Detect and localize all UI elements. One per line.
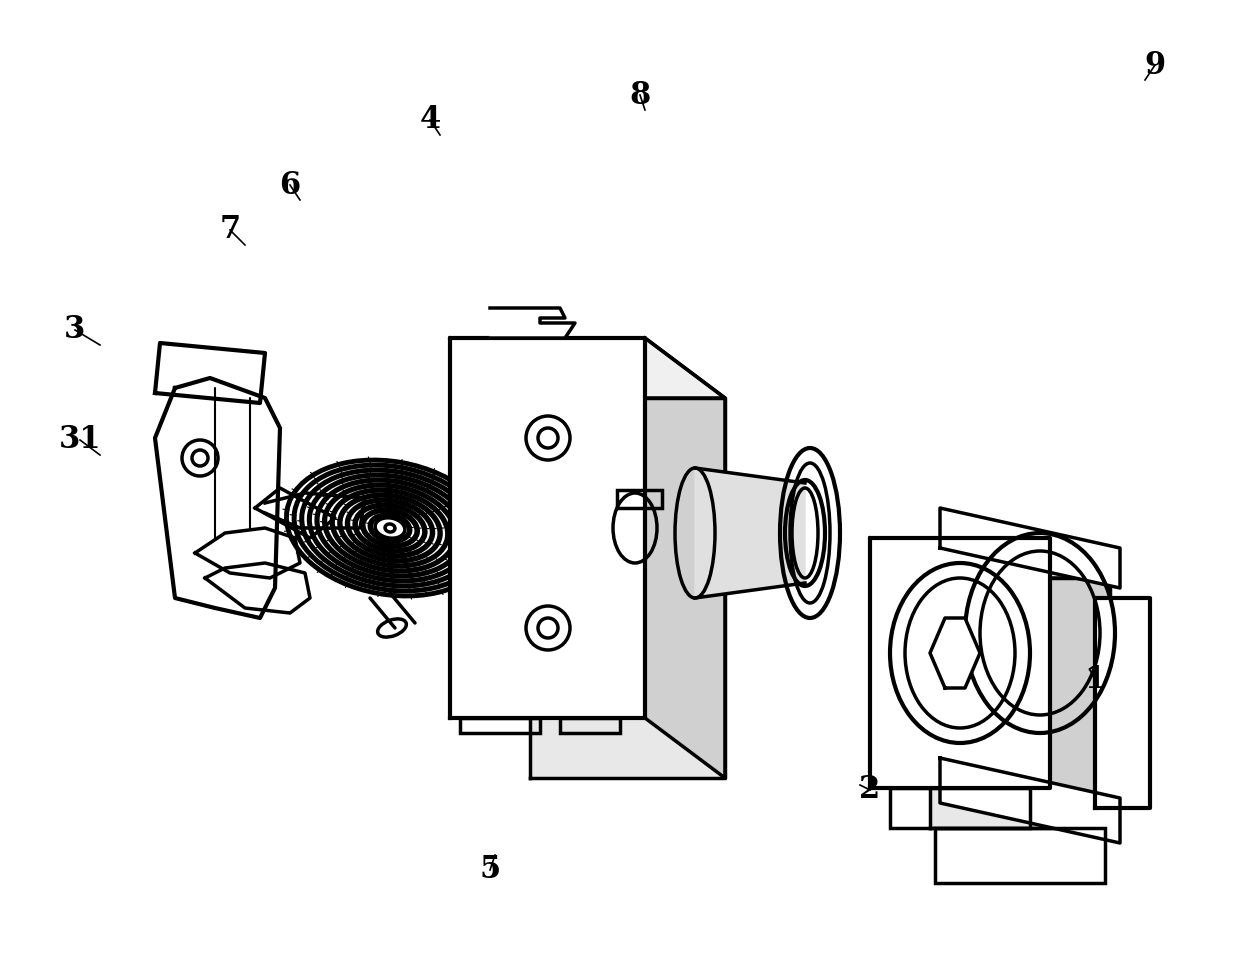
Text: 4: 4 <box>419 105 440 136</box>
Text: 7: 7 <box>219 215 241 246</box>
Text: 9: 9 <box>1145 49 1166 80</box>
Polygon shape <box>155 343 265 403</box>
Polygon shape <box>529 398 725 778</box>
Polygon shape <box>265 493 365 528</box>
Polygon shape <box>155 378 280 618</box>
Polygon shape <box>450 338 725 398</box>
Polygon shape <box>930 578 1110 828</box>
Bar <box>890 788 1030 828</box>
Bar <box>460 718 539 733</box>
Polygon shape <box>870 538 1110 578</box>
Text: 1: 1 <box>1085 664 1106 695</box>
Polygon shape <box>255 488 335 538</box>
Text: 2: 2 <box>859 774 880 805</box>
Polygon shape <box>490 308 575 338</box>
Polygon shape <box>940 758 1120 843</box>
Polygon shape <box>450 338 645 718</box>
Polygon shape <box>930 618 980 688</box>
Polygon shape <box>645 338 725 778</box>
Text: 3: 3 <box>64 315 86 346</box>
Text: 31: 31 <box>58 425 102 456</box>
Text: 8: 8 <box>630 79 651 110</box>
Text: 6: 6 <box>279 169 300 200</box>
Polygon shape <box>1095 598 1149 808</box>
Bar <box>560 718 620 733</box>
Bar <box>935 828 1105 883</box>
Polygon shape <box>205 563 310 613</box>
Text: 5: 5 <box>480 855 501 886</box>
Polygon shape <box>694 468 805 598</box>
Polygon shape <box>1050 538 1110 828</box>
Polygon shape <box>195 528 300 578</box>
Bar <box>618 490 662 508</box>
Polygon shape <box>940 508 1120 588</box>
Polygon shape <box>870 538 1050 788</box>
